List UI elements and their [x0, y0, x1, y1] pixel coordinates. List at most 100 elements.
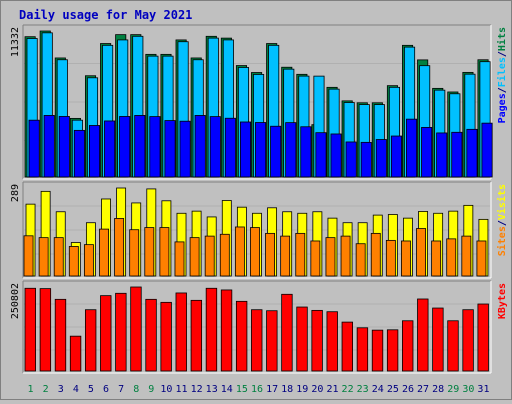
bar-kbytes — [175, 292, 187, 372]
series-label-kbytes: KBytes — [497, 283, 508, 319]
day-label: 14 — [221, 384, 233, 395]
bar-kbytes — [130, 286, 142, 372]
bar-sites — [114, 218, 125, 277]
bar-pages — [224, 117, 236, 178]
day-label: 15 — [236, 384, 248, 395]
bar-sites — [68, 246, 79, 277]
bar-pages — [360, 141, 372, 178]
day-label: 5 — [88, 384, 94, 395]
bar-sites — [129, 229, 140, 277]
day-label: 21 — [326, 384, 338, 395]
bar-pages — [149, 116, 161, 178]
bar-kbytes — [326, 311, 338, 372]
ymax-label-hits_files_pages: 11332 — [10, 27, 21, 57]
bar-sites — [250, 227, 260, 277]
bar-kbytes — [160, 301, 172, 372]
bar-kbytes — [341, 321, 353, 372]
day-label: 2 — [43, 384, 49, 395]
bar-kbytes — [386, 329, 399, 372]
day-label: 11 — [175, 384, 187, 395]
bar-kbytes — [84, 309, 97, 372]
bar-pages — [58, 116, 70, 178]
ymax-label-kbytes: 250802 — [10, 283, 21, 319]
day-label: 4 — [73, 384, 79, 395]
day-label: 28 — [432, 384, 444, 395]
series-label-part: / — [497, 220, 508, 226]
bar-pages — [406, 118, 418, 178]
bar-pages — [88, 125, 101, 178]
bar-sites — [174, 241, 185, 277]
bar-kbytes — [69, 335, 82, 372]
bar-sites — [401, 240, 411, 277]
bar-pages — [194, 115, 206, 178]
day-label: 29 — [447, 384, 459, 395]
bar-pages — [481, 122, 493, 178]
bar-sites — [280, 235, 291, 277]
day-label: 3 — [58, 384, 64, 395]
bar-sites — [295, 232, 306, 277]
bar-pages — [28, 119, 40, 178]
day-label: 8 — [133, 384, 139, 395]
bar-sites — [370, 232, 381, 277]
bar-kbytes — [462, 309, 474, 372]
bar-kbytes — [447, 320, 459, 372]
bar-sites — [355, 243, 366, 277]
bar-kbytes — [371, 329, 384, 372]
bar-pages — [119, 116, 131, 178]
bar-kbytes — [477, 303, 489, 372]
day-label: 24 — [372, 384, 384, 395]
day-label: 30 — [462, 384, 474, 395]
bar-kbytes — [356, 327, 369, 372]
bar-kbytes — [205, 287, 218, 372]
bar-sites — [416, 228, 426, 277]
bar-pages — [104, 120, 116, 178]
series-label-part: Visits — [496, 184, 508, 220]
bar-kbytes — [54, 298, 67, 372]
bar-sites — [431, 240, 442, 277]
bar-pages — [390, 135, 402, 178]
bar-kbytes — [190, 299, 203, 372]
bar-sites — [310, 240, 321, 277]
bar-sites — [189, 237, 200, 277]
bar-pages — [43, 115, 55, 178]
bar-sites — [385, 239, 396, 277]
bar-sites — [144, 227, 155, 277]
bar-sites — [219, 233, 230, 277]
ymax-label-visits_sites: 289 — [10, 184, 21, 202]
series-label-part: Files — [496, 57, 508, 87]
series-label-part: / — [497, 51, 508, 57]
day-label: 22 — [342, 384, 354, 395]
bar-sites — [38, 237, 49, 277]
bar-pages — [315, 132, 327, 178]
bar-pages — [466, 128, 478, 178]
bar-sites — [204, 235, 215, 277]
bar-sites — [325, 237, 336, 277]
day-label: 26 — [402, 384, 414, 395]
day-label: 9 — [148, 384, 154, 395]
bar-pages — [209, 116, 221, 178]
bar-pages — [179, 120, 191, 178]
bar-sites — [23, 235, 34, 277]
series-label-part: KBytes — [497, 283, 508, 319]
day-label: 17 — [266, 384, 278, 395]
day-label: 27 — [417, 384, 429, 395]
bar-kbytes — [417, 298, 429, 372]
bar-pages — [73, 129, 85, 178]
series-label-part: Sites — [496, 226, 508, 256]
day-label: 31 — [477, 384, 489, 395]
bar-kbytes — [145, 298, 157, 372]
day-label: 18 — [281, 384, 293, 395]
bar-pages — [285, 122, 297, 178]
bar-sites — [234, 226, 245, 277]
day-label: 6 — [103, 384, 109, 395]
bar-kbytes — [39, 288, 52, 372]
bar-kbytes — [402, 320, 414, 372]
bar-pages — [345, 141, 357, 178]
bar-kbytes — [296, 306, 308, 372]
bar-kbytes — [432, 307, 444, 372]
day-label: 10 — [160, 384, 172, 395]
day-label: 25 — [387, 384, 399, 395]
day-label: 16 — [251, 384, 263, 395]
bar-pages — [164, 120, 176, 178]
